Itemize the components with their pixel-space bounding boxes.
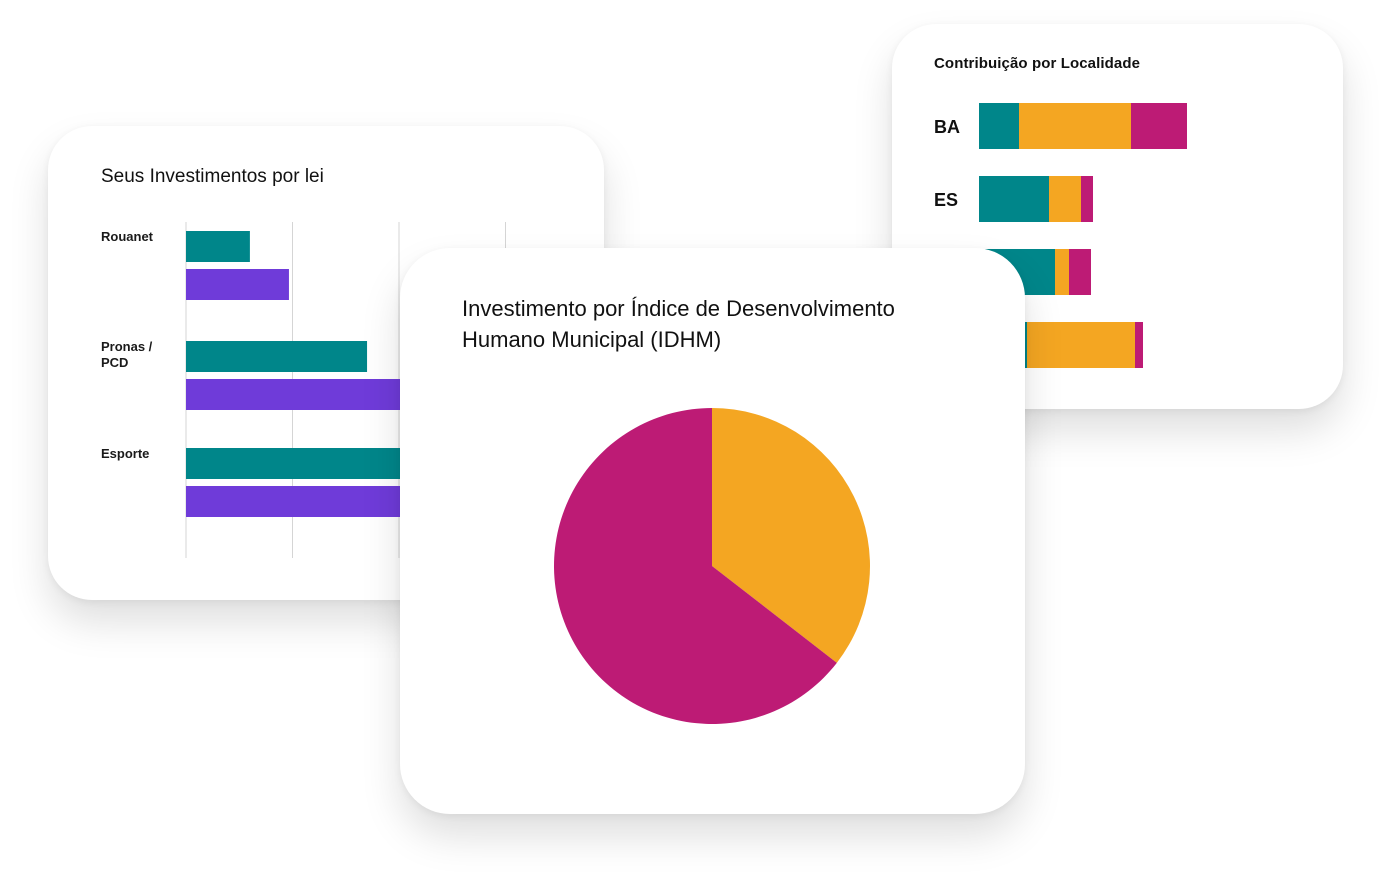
bar — [186, 231, 250, 262]
stacked-bar-segment — [979, 103, 1019, 149]
locality-stacked-bar-chart: BA ES — [934, 103, 1187, 368]
stacked-bar-segment — [1049, 176, 1081, 222]
category-label: Esporte — [101, 446, 149, 461]
bar — [186, 341, 368, 372]
locality-chart-card: Contribuição por Localidade BA ES — [892, 24, 1343, 409]
idhm-chart-card: Investimento por Índice de Desenvolvimen… — [400, 248, 1025, 814]
locality-chart-title: Contribuição por Localidade — [934, 55, 1141, 72]
stacked-bar-segment — [979, 176, 1049, 222]
pie-slice — [712, 408, 870, 663]
stacked-bar-segment — [1055, 249, 1069, 295]
bar — [186, 269, 289, 300]
idhm-chart-title: Investimento por Índice de Desenvolvimen… — [462, 296, 895, 352]
category-label: Rouanet — [101, 229, 154, 244]
locality-label: ES — [934, 190, 958, 210]
stacked-bar-segment — [1027, 322, 1135, 368]
stacked-bar-segment — [1069, 249, 1091, 295]
stacked-bar-segment — [1019, 103, 1131, 149]
stacked-bar-segment — [1081, 176, 1093, 222]
laws-chart-title: Seus Investimentos por lei — [101, 166, 324, 187]
stacked-bar-segment — [1135, 322, 1143, 368]
locality-label: BA — [934, 117, 960, 137]
idhm-pie-chart — [554, 407, 870, 724]
pie-slice — [554, 407, 837, 724]
category-label: Pronas / PCD — [101, 339, 153, 370]
stacked-bar-segment — [1131, 103, 1187, 149]
